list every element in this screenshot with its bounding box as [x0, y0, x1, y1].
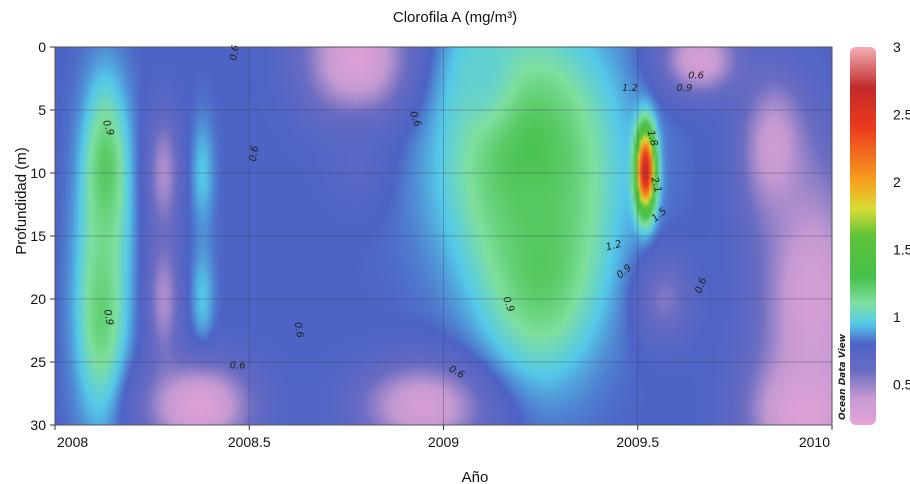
chart-title: Clorofila A (mg/m³): [393, 9, 517, 26]
contour-label: 0.6: [230, 360, 246, 371]
contour-label: 1.2: [605, 239, 623, 254]
x-tick-label: 2009: [428, 434, 459, 450]
x-tick-label: 2008: [57, 434, 88, 450]
contour-label: 0.9: [100, 119, 116, 138]
y-tick-label: 20: [30, 291, 46, 307]
colorbar-tick-label: 1: [893, 309, 901, 325]
colorbar-tick-label: 3: [893, 39, 901, 55]
watermark: Ocean Data View: [838, 333, 848, 420]
x-tick-label: 2010: [799, 434, 830, 450]
colorbar-tick-label: 2.5: [893, 107, 910, 123]
colorbar-tick-label: 2: [893, 174, 901, 190]
colorbar-tick-label: 0.5: [893, 377, 910, 393]
contour-label: 0.6: [228, 44, 242, 62]
contour-label: 0.6: [248, 145, 262, 163]
colorbar-tick-label: 1.5: [893, 242, 910, 258]
y-axis-title: Profundidad (m): [13, 147, 30, 255]
x-axis-title: Año: [462, 469, 489, 484]
y-tick-label: 10: [30, 165, 46, 181]
colorbar-ticks: 0.5 1 1.5 2 2.5 3: [893, 39, 910, 393]
contour-label: 0.6: [407, 110, 423, 129]
y-tick-label: 0: [38, 39, 46, 55]
x-tick-label: 2008.5: [228, 434, 271, 450]
contour-label: 0.9: [101, 309, 115, 327]
y-tick-label: 15: [30, 228, 46, 244]
contour-label: 1.8: [644, 129, 659, 147]
y-axis: 0 5 10 15 20 25 30: [30, 39, 55, 433]
contour-label: 0.9: [676, 83, 692, 94]
y-tick-label: 30: [30, 417, 46, 433]
y-tick-label: 5: [38, 102, 46, 118]
contour-label: 1.2: [622, 83, 638, 94]
grid: [55, 47, 832, 425]
contour-label: 0.9: [500, 295, 516, 314]
x-tick-label: 2009.5: [616, 434, 659, 450]
colorbar: [850, 47, 876, 425]
contour-label: 0.6: [694, 276, 710, 295]
heatmap-field: [55, 47, 832, 425]
contour-label: 0.6: [688, 71, 704, 82]
y-tick-label: 25: [30, 354, 46, 370]
contour-label: 2.1: [648, 176, 663, 194]
contour-label: 0.6: [292, 321, 306, 339]
x-axis: 2008 2008.5 2009 2009.5 2010: [54, 425, 833, 450]
